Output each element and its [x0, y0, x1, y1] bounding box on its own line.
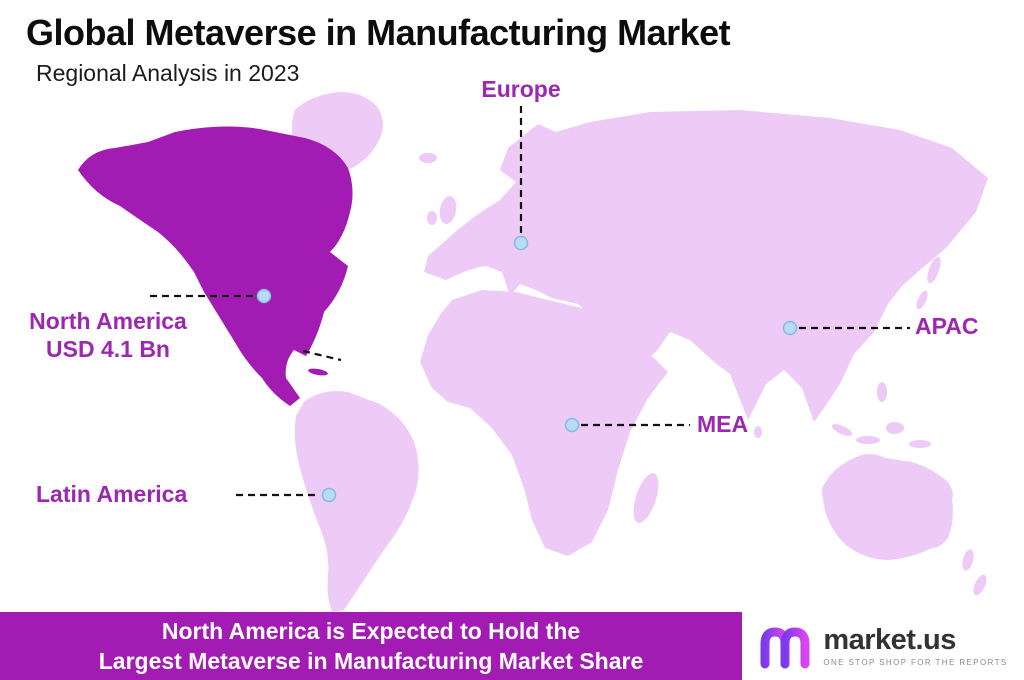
label-apac: APAC [915, 313, 979, 339]
island-new-zealand-north [962, 549, 974, 571]
marker-north-america [256, 288, 272, 304]
island-iceland [419, 153, 437, 163]
label-north-america-name: North America [29, 308, 187, 334]
logo-text: market.us ONE STOP SHOP FOR THE REPORTS [823, 623, 1008, 667]
island-japan-south [916, 290, 928, 310]
island-philippines [877, 382, 887, 402]
island-sumatra [831, 424, 853, 436]
region-australia [822, 454, 953, 560]
island-japan-north [927, 256, 941, 284]
island-new-zealand-south [973, 574, 987, 596]
label-north-america: North America USD 4.1 Bn [8, 308, 208, 363]
island-new-guinea [909, 440, 931, 448]
region-eurasia [424, 110, 988, 422]
label-mea: MEA [697, 411, 749, 437]
market-us-logo-icon [760, 627, 810, 669]
logo-brand: market.us [823, 623, 956, 656]
marker-europe [513, 235, 529, 251]
page-title: Global Metaverse in Manufacturing Market [26, 12, 731, 53]
marker-latin-america [321, 487, 337, 503]
page-subtitle: Regional Analysis in 2023 [36, 60, 300, 86]
footer-line2: Largest Metaverse in Manufacturing Marke… [98, 648, 644, 674]
header: Global Metaverse in Manufacturing Market… [26, 12, 731, 87]
region-africa [420, 290, 668, 556]
island-sri-lanka [754, 426, 762, 438]
marker-mea [564, 417, 580, 433]
leader-north-america-2 [302, 349, 342, 362]
region-north-america [78, 126, 353, 406]
footer-line1: North America is Expected to Hold the [161, 617, 581, 644]
region-south-america [294, 391, 419, 612]
island-java [856, 436, 880, 444]
island-cuba [308, 368, 328, 376]
label-latin-america: Latin America [36, 481, 188, 507]
island-borneo [886, 422, 904, 434]
label-north-america-value: USD 4.1 Bn [46, 335, 170, 362]
logo-tagline: ONE STOP SHOP FOR THE REPORTS [823, 657, 1008, 667]
island-uk [439, 196, 457, 224]
island-ireland [427, 211, 437, 225]
footer-banner: North America is Expected to Hold the La… [0, 612, 742, 680]
marker-apac [782, 320, 798, 336]
label-europe: Europe [481, 76, 561, 102]
island-madagascar [633, 473, 659, 523]
logo: market.us ONE STOP SHOP FOR THE REPORTS [742, 612, 1024, 680]
